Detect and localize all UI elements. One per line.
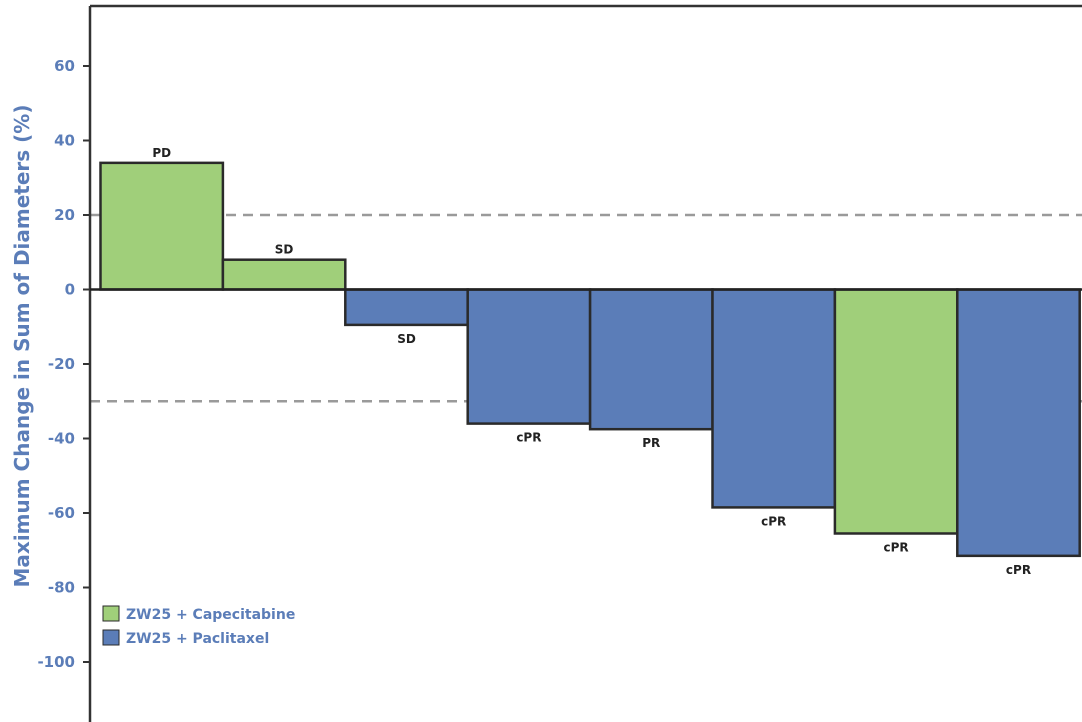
bar-8 xyxy=(956,288,1081,558)
y-tick-label: -80 xyxy=(48,579,75,597)
bar-4 xyxy=(466,288,592,425)
y-tick-label: 0 xyxy=(65,281,75,299)
legend-label-1: ZW25 + Capecitabine xyxy=(126,607,295,623)
legend-swatch-2 xyxy=(102,629,120,646)
bar-2 xyxy=(221,258,347,291)
y-tick-label: 60 xyxy=(54,57,75,75)
y-tick-label: 20 xyxy=(54,206,75,224)
bar-label-8: cPR xyxy=(1006,563,1031,577)
y-axis-title: Maximum Change in Sum of Diameters (%) xyxy=(10,105,34,588)
legend-swatch-1 xyxy=(102,605,120,622)
bars-group xyxy=(99,161,1081,558)
bar-label-6: cPR xyxy=(761,514,786,528)
bar-label-1: PD xyxy=(152,146,171,160)
bar-7 xyxy=(833,288,959,535)
bar-label-7: cPR xyxy=(884,540,909,554)
y-tick-label: -100 xyxy=(37,653,75,671)
bar-6 xyxy=(711,288,837,509)
bar-labels-group: PD SD SD cPR PR cPR cPR cPR xyxy=(152,146,1031,577)
legend: ZW25 + Capecitabine ZW25 + Paclitaxel xyxy=(102,605,295,647)
y-tick-label: -60 xyxy=(48,504,75,522)
y-ticks-group: 60 40 20 0 -20 -40 -60 -80 -100 xyxy=(37,57,90,671)
bar-label-5: PR xyxy=(642,436,660,450)
y-tick-label: -40 xyxy=(48,430,75,448)
bar-5 xyxy=(588,288,714,431)
bar-3 xyxy=(344,288,469,327)
bar-1 xyxy=(99,161,225,291)
bar-label-4: cPR xyxy=(516,431,541,445)
legend-label-2: ZW25 + Paclitaxel xyxy=(126,631,269,647)
y-tick-label: 40 xyxy=(54,132,75,150)
bar-label-2: SD xyxy=(275,243,294,257)
y-tick-label: -20 xyxy=(48,355,75,373)
bar-label-3: SD xyxy=(397,332,416,346)
